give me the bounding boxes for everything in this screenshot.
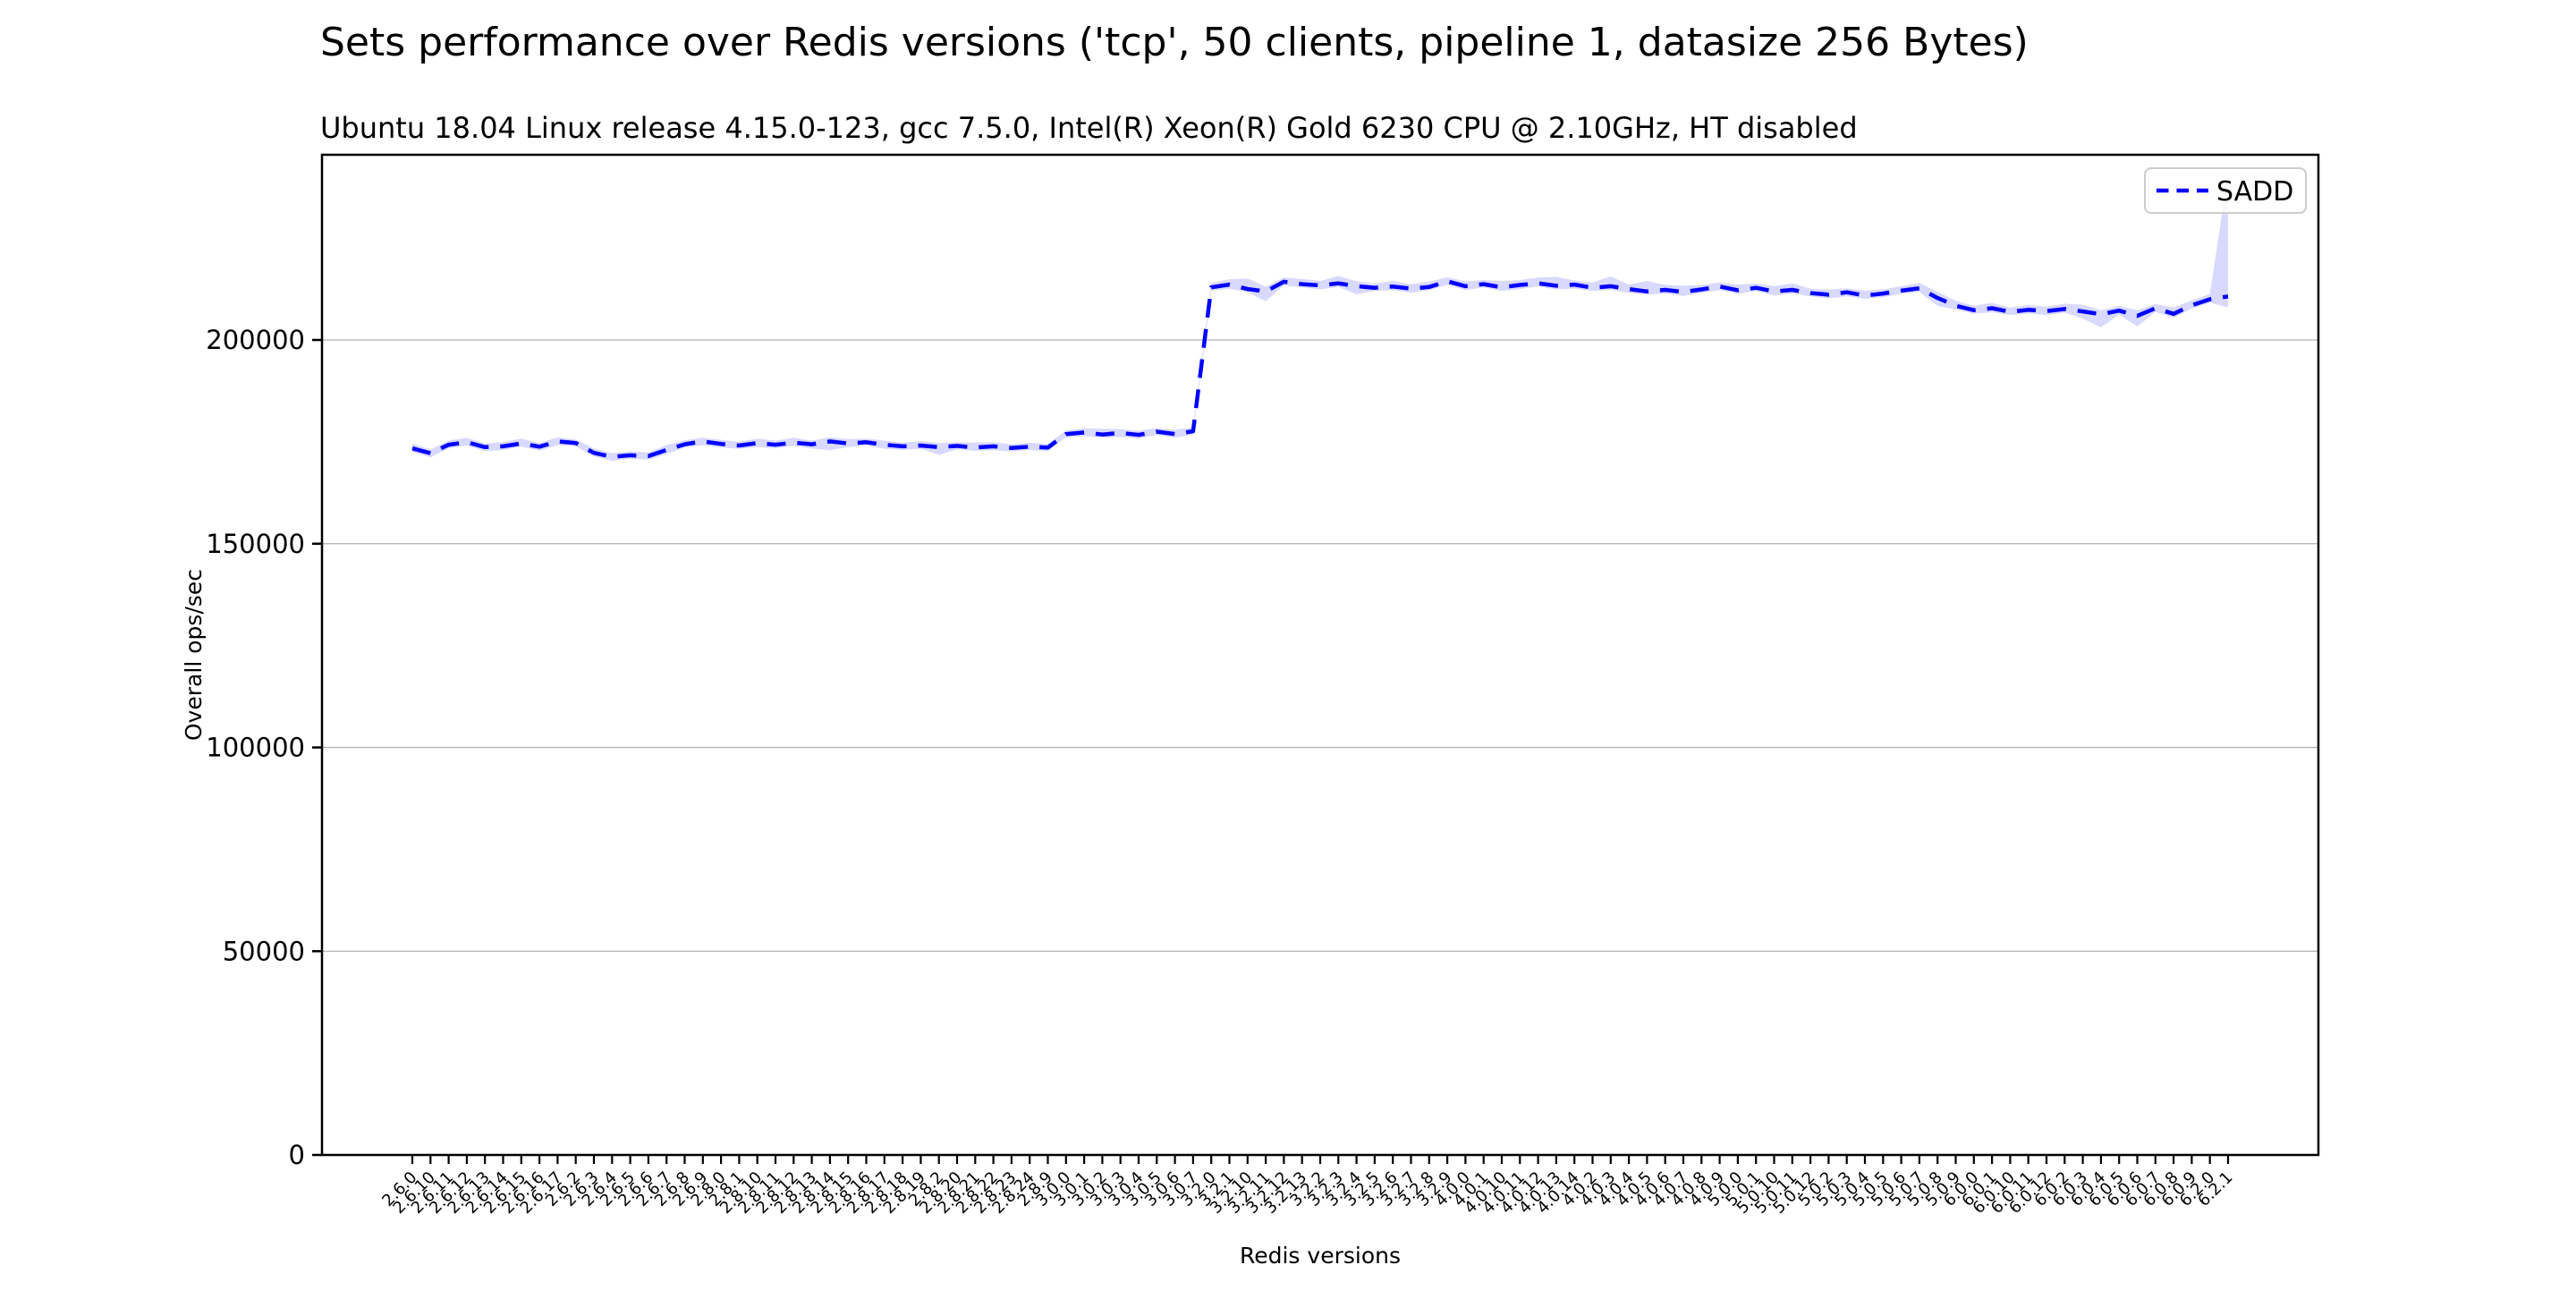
gridlines: [322, 339, 2318, 952]
x-axis-label: Redis versions: [1240, 1243, 1401, 1269]
confidence-band: [412, 174, 2228, 462]
legend-label: SADD: [2216, 176, 2293, 208]
y-tick-label: 150000: [206, 529, 305, 559]
y-tick-label: 50000: [223, 936, 305, 966]
y-tick-label: 0: [289, 1140, 305, 1170]
confidence-band-area: [412, 174, 2228, 462]
chart-subtitle: Ubuntu 18.04 Linux release 4.15.0-123, g…: [320, 111, 1858, 145]
series-line-sadd: [411, 279, 2229, 459]
y-axis-label: Overall ops/sec: [181, 569, 207, 741]
y-axis-ticks: 0 50000 100000 150000 200000: [206, 325, 322, 1170]
y-tick-label: 100000: [206, 733, 305, 763]
y-tick-label: 200000: [206, 325, 305, 355]
x-axis-ticks: 2.6.02.6.102.6.112.6.122.6.132.6.142.6.1…: [378, 1155, 2237, 1218]
plot-border: [320, 153, 2320, 1157]
legend-box: [2144, 167, 2307, 214]
series-line: [411, 279, 2229, 459]
legend: SADD: [2144, 167, 2307, 214]
chart-title: Sets performance over Redis versions ('t…: [320, 20, 2029, 65]
